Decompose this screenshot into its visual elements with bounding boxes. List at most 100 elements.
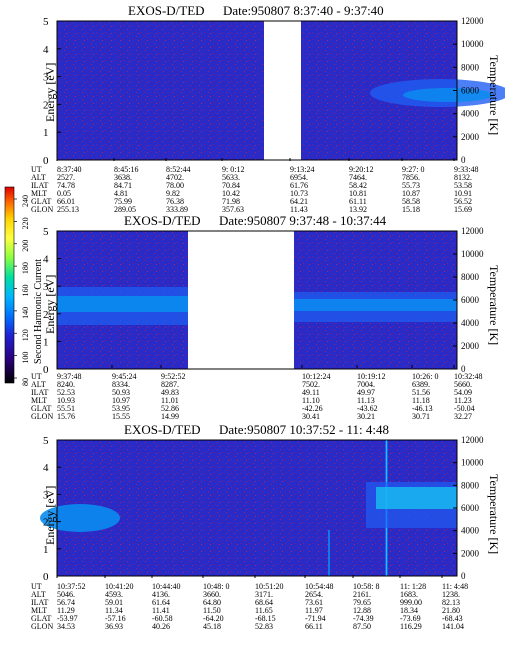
orbit-label-ut: UT [31, 582, 42, 591]
y2-axis-label: Temperature [K] [487, 474, 501, 554]
orbit-value: 10:54:48 [305, 582, 333, 591]
y2-tick-label: 8000 [461, 62, 480, 72]
y-tick-label: 5 [43, 435, 49, 447]
orbit-value: 1238. [442, 590, 460, 599]
y2-tick-label: 4000 [461, 109, 480, 119]
y2-tick-label: 12000 [461, 226, 484, 236]
orbit-value: 8:37:40 [57, 165, 81, 174]
colorbar-tick-label: 160 [21, 285, 30, 297]
y-tick-label: 4 [43, 44, 49, 56]
orbit-value: 9:20:12 [349, 165, 373, 174]
orbit-value: 15.55 [112, 412, 130, 421]
orbit-value: 9.82 [166, 189, 180, 198]
orbit-value: 15.18 [402, 205, 420, 214]
colorbar-tick-label: 80 [21, 378, 30, 386]
colorbar-tick-label: 200 [21, 240, 30, 252]
y-axis-label: Energy [eV] [43, 486, 57, 545]
orbit-value: 11.23 [454, 396, 472, 405]
y2-ticks: 0 2000 4000 6000 8000 10000 12000 [453, 435, 484, 581]
orbit-value: 9:13:24 [290, 165, 314, 174]
orbit-value: 71.98 [222, 197, 240, 206]
orbit-label-glat: GLAT [31, 197, 52, 206]
y2-tick-label: 2000 [461, 341, 480, 351]
spike-1 [328, 530, 330, 576]
orbit-value: 11.10 [302, 396, 320, 405]
y-ticks: 0 1 2 3 4 5 [43, 226, 61, 376]
orbit-value: 78.00 [166, 181, 184, 190]
y2-axis-label: Temperature [K] [487, 265, 501, 345]
y2-tick-label: 8000 [461, 480, 480, 490]
orbit-value: -68.43 [442, 614, 463, 623]
colorbar: 240 220 200 180 160 140 120 100 80 Second Harmon… [4, 186, 44, 386]
colorbar-tick-label: 220 [21, 217, 30, 229]
orbit-value: 10.81 [349, 189, 367, 198]
orbit-value: 6389. [412, 380, 430, 389]
orbit-value: -74.39 [353, 614, 374, 623]
orbit-value: 14.99 [161, 412, 179, 421]
orbit-value: 32.27 [454, 412, 472, 421]
orbit-value: 74.78 [57, 181, 75, 190]
orbit-table: UT ALT ILAT MLT GLAT GLON 10:37:525046.5… [31, 575, 468, 631]
orbit-row-labels: UT ALT ILAT MLT GLAT GLON [31, 165, 53, 214]
orbit-value: 3660. [203, 590, 221, 599]
orbit-value: 49.11 [302, 388, 320, 397]
orbit-value: 9:45:24 [112, 372, 136, 381]
y-axis-label: Energy [eV] [43, 63, 57, 122]
orbit-value: 11.34 [105, 606, 123, 615]
orbit-value: 9:52:52 [161, 372, 185, 381]
orbit-value: 15.76 [57, 412, 75, 421]
orbit-value: 2654. [305, 590, 323, 599]
panel-3: EXOS-D/TED Date:950807 10:37:52 - 11: 4:… [31, 422, 501, 631]
orbit-value: 66.11 [305, 622, 323, 631]
orbit-label-ilat: ILAT [31, 181, 48, 190]
y-tick-label: 0 [43, 155, 49, 167]
orbit-value: 8240. [57, 380, 75, 389]
orbit-label-alt: ALT [31, 173, 46, 182]
plasma-band-right-hot [376, 487, 457, 509]
orbit-value: 10:51:20 [255, 582, 283, 591]
orbit-value: 82.13 [442, 598, 460, 607]
y-tick-label: 3 [43, 489, 49, 501]
orbit-value: 61.76 [290, 181, 308, 190]
orbit-value: 64.80 [203, 598, 221, 607]
y2-tick-label: 2000 [461, 548, 480, 558]
orbit-label-mlt: MLT [31, 606, 47, 615]
y2-tick-label: 6000 [461, 295, 480, 305]
orbit-value: -53.97 [57, 614, 78, 623]
panel-2: EXOS-D/TED Date:950807 9:37:48 - 10:37:4… [31, 213, 501, 421]
panel-date: Date:950807 10:37:52 - 11: 4:48 [219, 422, 389, 437]
orbit-value: 6954. [290, 173, 308, 182]
orbit-value: 10:19:12 [357, 372, 385, 381]
orbit-value: 10:32:48 [454, 372, 482, 381]
orbit-label-ut: UT [31, 372, 42, 381]
orbit-label-glon: GLON [31, 412, 53, 421]
orbit-value: 10:48: 0 [203, 582, 229, 591]
orbit-value: 18.34 [400, 606, 418, 615]
orbit-label-glon: GLON [31, 205, 53, 214]
orbit-value: 54.09 [454, 388, 472, 397]
orbit-value: 11.01 [161, 396, 179, 405]
orbit-value: 7856. [402, 173, 420, 182]
y-tick-label: 5 [43, 16, 49, 28]
orbit-value: 999.00 [400, 598, 422, 607]
orbit-value: 53.95 [112, 404, 130, 413]
orbit-value: 255.13 [57, 205, 79, 214]
orbit-value: 2527. [57, 173, 75, 182]
orbit-value: 49.97 [357, 388, 375, 397]
orbit-value: 2161. [353, 590, 371, 599]
y2-tick-label: 0 [461, 571, 466, 581]
colorbar-ticks: 240 220 200 180 160 140 120 100 80 [14, 195, 30, 386]
orbit-value: -60.58 [152, 614, 173, 623]
panel-date: Date:950807 8:37:40 - 9:37:40 [223, 3, 384, 18]
y2-tick-label: 0 [461, 155, 466, 165]
orbit-value: 9:27: 0 [402, 165, 424, 174]
orbit-value: 50.93 [112, 388, 130, 397]
y-tick-label: 4 [43, 462, 49, 474]
orbit-value: 0.05 [57, 189, 71, 198]
orbit-value: 4702. [166, 173, 184, 182]
orbit-value: 8132. [454, 173, 472, 182]
orbit-value: 59.01 [105, 598, 123, 607]
orbit-value: 34.53 [57, 622, 75, 631]
colorbar-tick-label: 140 [21, 307, 30, 319]
